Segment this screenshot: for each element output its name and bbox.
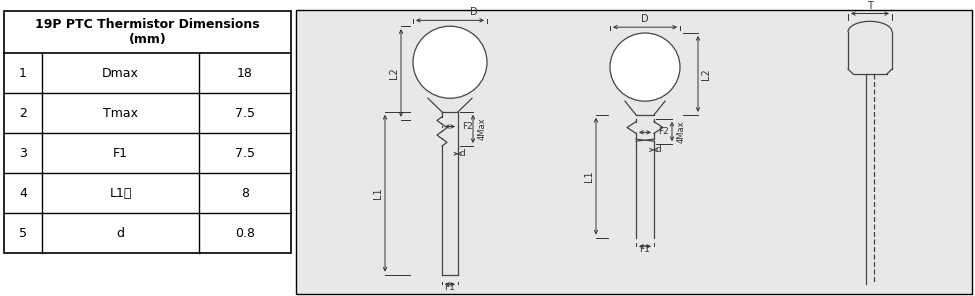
Circle shape [413, 26, 487, 98]
Text: d: d [116, 227, 125, 240]
Text: 0.8: 0.8 [235, 227, 255, 240]
Text: D: D [470, 7, 478, 17]
Text: 4Max: 4Max [677, 120, 685, 143]
Text: F1: F1 [113, 147, 128, 160]
Text: 1: 1 [20, 67, 27, 80]
Text: L1: L1 [584, 170, 594, 182]
Text: 2: 2 [20, 107, 27, 120]
Bar [296, 10, 972, 294]
Text: L2: L2 [389, 67, 399, 79]
Text: F2: F2 [658, 127, 669, 136]
Text: L1: L1 [373, 187, 383, 199]
Text: T: T [867, 1, 873, 11]
Text: Tmax: Tmax [103, 107, 138, 120]
Text: d: d [460, 149, 466, 158]
Text: 3: 3 [20, 147, 27, 160]
Text: D: D [642, 14, 648, 24]
Text: 4Max: 4Max [478, 118, 487, 140]
Text: 5: 5 [19, 227, 27, 240]
Text: 4: 4 [20, 187, 27, 200]
Text: F1: F1 [640, 245, 650, 254]
Text: d: d [656, 145, 662, 155]
Text: L2: L2 [701, 68, 711, 80]
Text: F2: F2 [462, 122, 473, 131]
Text: 19P PTC Thermistor Dimensions
(mm): 19P PTC Thermistor Dimensions (mm) [35, 18, 259, 46]
Text: L1短: L1短 [109, 187, 132, 200]
Circle shape [610, 33, 680, 101]
Text: 7.5: 7.5 [235, 147, 255, 160]
Bar [4, 11, 291, 253]
Text: 7.5: 7.5 [235, 107, 255, 120]
Text: Dmax: Dmax [102, 67, 138, 80]
Text: 8: 8 [241, 187, 249, 200]
Text: 18: 18 [237, 67, 253, 80]
Text: F1: F1 [445, 283, 455, 292]
